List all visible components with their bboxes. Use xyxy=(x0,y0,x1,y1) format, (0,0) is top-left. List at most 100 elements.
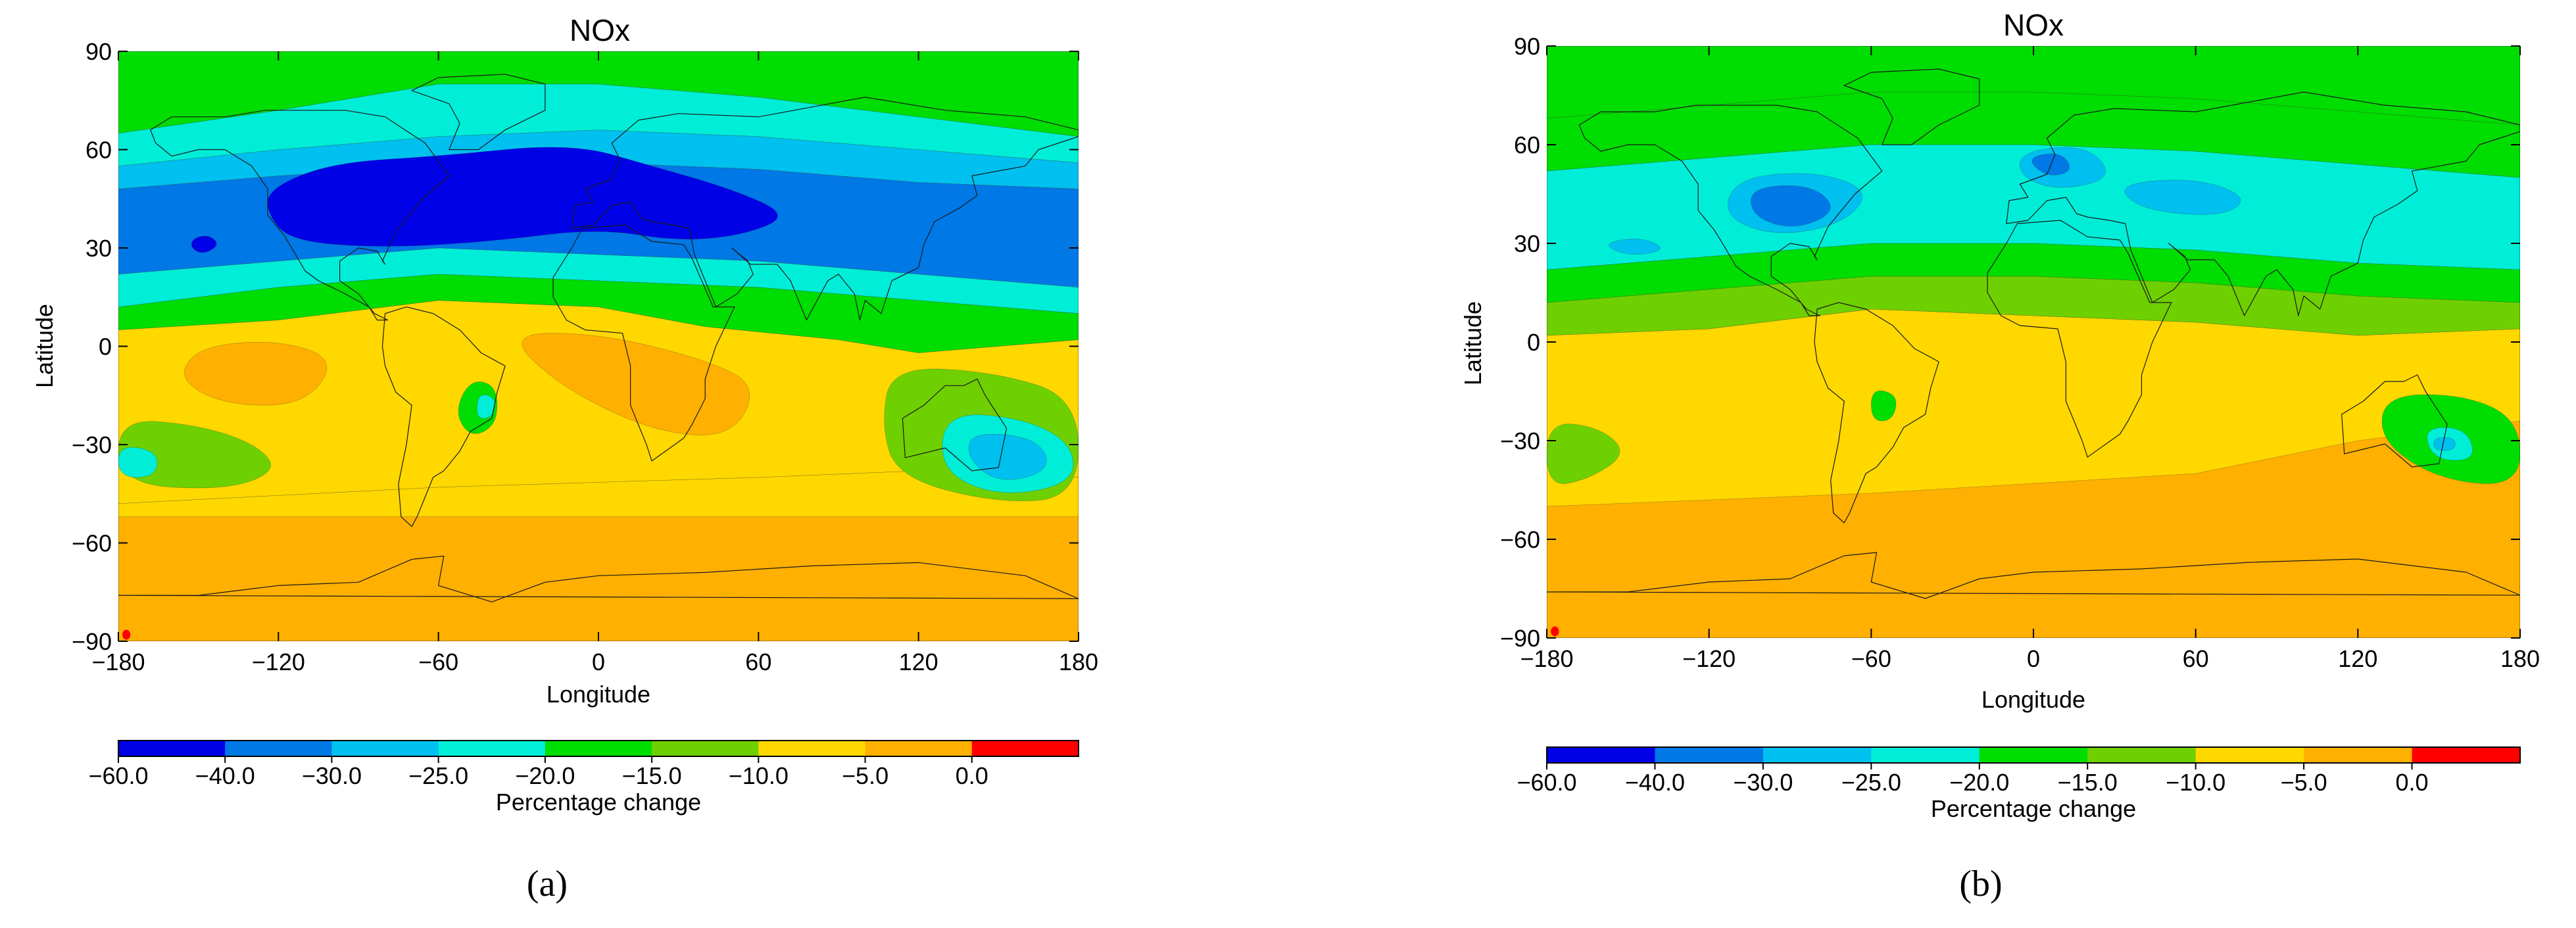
panel-a-y-ticks: 90 60 30 0 −30 −60 −90 xyxy=(72,38,1079,655)
colorbar-frame xyxy=(118,740,1079,757)
colorbar-tick-label: −40.0 xyxy=(195,762,255,789)
coastline-south-america xyxy=(383,307,506,527)
colorbar-swatch xyxy=(438,741,546,756)
y-tick-label: 30 xyxy=(85,235,112,262)
panel-b-colorbar-ticks: −60.0 −40.0 −30.0 −25.0 −20.0 −15.0 −10.0 −5.0 0… xyxy=(1517,763,2429,796)
panel-b-plot-area xyxy=(1547,46,2520,638)
colorbar-swatch xyxy=(1762,747,1872,763)
coastline-africa xyxy=(1987,220,2172,457)
contour-region xyxy=(118,422,271,488)
colorbar-swatch xyxy=(1655,747,1764,763)
x-tick-label: 60 xyxy=(2183,645,2209,672)
coastline-antarctica xyxy=(118,556,1079,602)
contour-region-weak xyxy=(184,342,326,405)
contour-region xyxy=(118,447,157,477)
x-tick-label: 180 xyxy=(2500,645,2540,672)
panel-b-colorbar-label: Percentage change xyxy=(1931,795,2136,822)
coastline-africa xyxy=(553,225,735,461)
y-tick-label: 0 xyxy=(99,333,112,360)
colorbar-swatch xyxy=(118,741,226,756)
colorbar-tick-label: −20.0 xyxy=(1949,769,2009,796)
coastline-north-america xyxy=(1579,105,1882,316)
y-tick-label: 60 xyxy=(85,137,112,164)
panel-b-label: (b) xyxy=(1959,864,2002,904)
y-tick-label: −30 xyxy=(72,431,112,458)
contour-region xyxy=(2433,437,2455,451)
x-tick-label: −60 xyxy=(418,648,458,675)
x-tick-label: −60 xyxy=(1851,645,1891,672)
panel-b-x-ticks: −180 −120 −60 0 60 120 180 xyxy=(1520,46,2540,672)
contour-region xyxy=(969,434,1046,479)
panel-b: NOx 90 60 30 0 −30 −60 −90 −180 −120 −60 0 60 120 18… xyxy=(1459,8,2540,904)
coastline-north-america xyxy=(151,110,449,320)
contour-region-positive xyxy=(122,629,131,640)
contour-region xyxy=(1609,239,1661,254)
y-tick-label: 90 xyxy=(1514,33,1540,60)
colorbar-swatch xyxy=(758,741,866,756)
panel-b-title: NOx xyxy=(2003,8,2064,42)
panel-b-contour-field xyxy=(1547,46,2520,638)
colorbar-swatch xyxy=(971,741,1079,756)
colorbar-tick-label: −60.0 xyxy=(1517,769,1576,796)
colorbar-tick-label: −10.0 xyxy=(2166,769,2225,796)
y-tick-label: 0 xyxy=(1527,329,1540,356)
colorbar-swatch xyxy=(2087,747,2197,763)
contour-region-positive xyxy=(1551,626,1559,637)
colorbar-tick-label: −20.0 xyxy=(515,762,575,789)
colorbar-tick-label: −10.0 xyxy=(729,762,789,789)
colorbar-swatch xyxy=(1547,747,1655,763)
contour-region xyxy=(1547,424,1620,484)
colorbar-swatch xyxy=(865,741,973,756)
colorbar-tick-label: −30.0 xyxy=(1733,769,1793,796)
x-tick-label: 0 xyxy=(592,648,605,675)
panel-b-coastlines xyxy=(1547,69,2520,598)
contour-region-weak xyxy=(522,333,750,435)
x-tick-label: 60 xyxy=(745,648,771,675)
panel-b-y-ticks: 90 60 30 0 −30 −60 −90 xyxy=(1500,33,2520,652)
colorbar-tick-label: 0.0 xyxy=(956,762,988,789)
colorbar-swatch xyxy=(652,741,759,756)
y-tick-label: 90 xyxy=(85,38,112,65)
panel-b-x-axis-label: Longitude xyxy=(1981,686,2085,713)
y-tick-label: 60 xyxy=(1514,132,1540,159)
panel-a-x-axis-label: Longitude xyxy=(547,681,650,708)
panel-b-colorbar xyxy=(1546,746,2521,764)
x-tick-label: 0 xyxy=(2027,645,2040,672)
colorbar-swatch xyxy=(545,741,652,756)
x-tick-label: −120 xyxy=(252,648,305,675)
panel-a-x-ticks: −180 −120 −60 0 60 120 180 xyxy=(91,51,1098,675)
coastline-australia xyxy=(902,379,1006,471)
colorbar-swatch xyxy=(1871,747,1980,763)
coastline-antarctica xyxy=(1547,552,2520,598)
panel-a-title: NOx xyxy=(570,13,630,47)
x-tick-label: 120 xyxy=(899,648,938,675)
y-tick-label: 30 xyxy=(1514,230,1540,257)
contour-region xyxy=(1751,185,1830,226)
contour-band xyxy=(118,51,1079,137)
colorbar-tick-label: −60.0 xyxy=(88,762,148,789)
panel-a-contour-field xyxy=(118,51,1079,641)
x-tick-label: 120 xyxy=(2338,645,2377,672)
panel-a-colorbar-label: Percentage change xyxy=(496,789,701,816)
colorbar-tick-label: 0.0 xyxy=(2396,769,2429,796)
y-tick-label: −90 xyxy=(1500,625,1540,652)
x-tick-label: −120 xyxy=(1682,645,1736,672)
colorbar-swatch xyxy=(331,741,439,756)
panel-a-coastlines xyxy=(118,74,1079,602)
y-tick-label: −90 xyxy=(72,628,112,655)
colorbar-tick-label: −40.0 xyxy=(1625,769,1685,796)
coastline-australia xyxy=(2342,375,2447,467)
contour-region xyxy=(1871,391,1896,421)
colorbar-swatch xyxy=(225,741,332,756)
colorbar-tick-label: −5.0 xyxy=(2281,769,2327,796)
colorbar-tick-label: −30.0 xyxy=(302,762,362,789)
contour-region xyxy=(477,395,495,418)
colorbar-swatch xyxy=(2195,747,2304,763)
colorbar-tick-label: −25.0 xyxy=(1841,769,1901,796)
y-tick-label: −30 xyxy=(1500,427,1540,454)
colorbar-tick-label: −15.0 xyxy=(2058,769,2118,796)
coastline-south-america xyxy=(1814,303,1939,523)
x-tick-label: 180 xyxy=(1059,648,1098,675)
x-tick-label: −180 xyxy=(1520,645,1573,672)
